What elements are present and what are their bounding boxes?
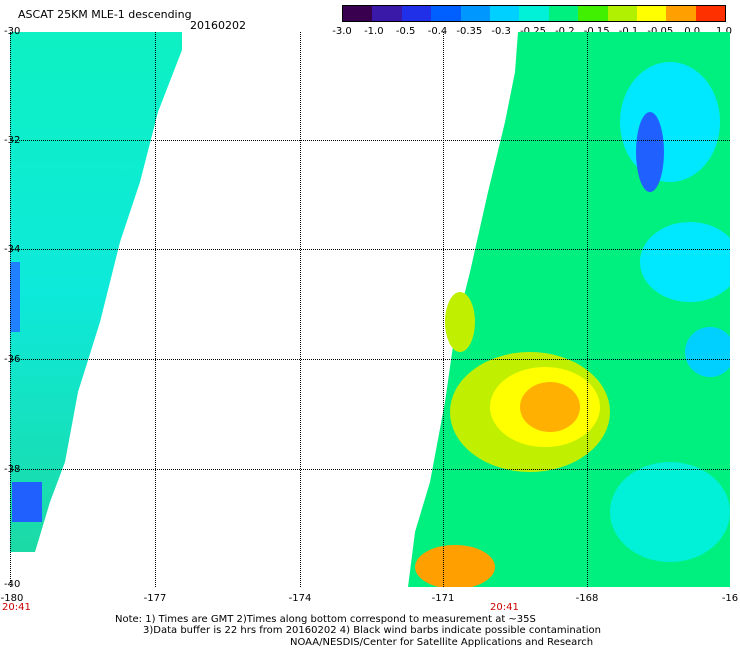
gridline-lat	[10, 140, 730, 141]
colorbar-segment	[636, 6, 667, 21]
swath-time: 20:41	[2, 602, 31, 613]
x-label: -168	[575, 593, 599, 604]
y-label: -34	[4, 244, 21, 255]
colorbar-segment	[372, 6, 402, 21]
y-label: -30	[4, 26, 21, 37]
note-line-2: 3)Data buffer is 22 hrs from 20160202 4)…	[143, 625, 601, 636]
x-label: -177	[143, 593, 167, 604]
cyan-region-right	[685, 327, 730, 377]
y-label: -38	[4, 464, 21, 475]
gridline-lon	[155, 32, 156, 587]
x-label: -16	[721, 593, 739, 604]
gridline-lon	[443, 32, 444, 587]
y-label: -32	[4, 135, 21, 146]
colorbar-segment	[695, 6, 726, 21]
colorbar-segment	[666, 6, 696, 21]
colorbar-segment	[578, 6, 608, 21]
left-swath	[10, 32, 182, 552]
colorbar-tick-label: -0.35	[456, 26, 483, 37]
colorbar-tick-label: -0.3	[491, 26, 511, 37]
colorbar-tick-label: -0.1	[618, 26, 639, 37]
colorbar-tick-label: -0.25	[520, 26, 546, 37]
colorbar-segment	[519, 6, 549, 21]
colorbar-tick-label: -0.2	[555, 26, 575, 37]
colorbar-segment	[401, 6, 432, 21]
gridline-lon	[10, 32, 11, 587]
swath-time: 20:41	[490, 602, 519, 613]
cyan-region-mid	[640, 222, 730, 302]
gridline-lon	[587, 32, 588, 587]
orange-region-lower	[415, 545, 495, 587]
cyan-region-lower	[610, 462, 730, 562]
colorbar-tick-label: -0.15	[583, 26, 610, 37]
colorbar-segment	[548, 6, 579, 21]
swath-data	[10, 32, 730, 587]
y-label: -36	[4, 354, 21, 365]
blue-region-upper	[636, 112, 664, 192]
colorbar-segment	[607, 6, 637, 21]
gridline-lat	[10, 469, 730, 470]
cyan-region-upper	[620, 62, 720, 182]
colorbar	[342, 5, 726, 22]
note-line-3: NOAA/NESDIS/Center for Satellite Applica…	[290, 637, 594, 648]
y-label: -40	[4, 579, 21, 590]
colorbar-tick-label: -1.0	[364, 26, 384, 37]
x-label: -180	[0, 593, 24, 604]
x-label: -171	[431, 593, 455, 604]
map-date: 20160202	[190, 19, 246, 32]
colorbar-tick-label: 1.0	[716, 26, 732, 37]
colorbar-tick-label: -3.0	[332, 26, 352, 37]
left-swath-blue-strip	[10, 262, 20, 332]
orange-region	[520, 382, 580, 432]
colorbar-tick-label: -0.5	[395, 26, 416, 37]
map-plot	[10, 32, 730, 587]
yellow-green-edge	[445, 292, 475, 352]
colorbar-tick-label: -0.4	[427, 26, 448, 37]
gridline-lon	[300, 32, 301, 587]
gridline-lat	[10, 359, 730, 360]
x-label: -174	[288, 593, 312, 604]
colorbar-segment	[431, 6, 461, 21]
note-line-1: Note: 1) Times are GMT 2)Times along bot…	[115, 614, 536, 625]
colorbar-ticks: -3.0 -1.0 -0.5 -0.4 -0.35 -0.3 -0.25 -0.2 -0.15-…	[330, 26, 740, 38]
colorbar-segment	[343, 6, 373, 21]
colorbar-tick-label: 0.0	[684, 26, 701, 37]
colorbar-tick-label: -0.05	[647, 26, 674, 37]
gridline-lat	[10, 249, 730, 250]
map-title: ASCAT 25KM MLE-1 descending	[18, 8, 192, 21]
colorbar-segment	[460, 6, 490, 21]
colorbar-segment	[489, 6, 520, 21]
left-swath-blue-patch	[12, 482, 42, 522]
